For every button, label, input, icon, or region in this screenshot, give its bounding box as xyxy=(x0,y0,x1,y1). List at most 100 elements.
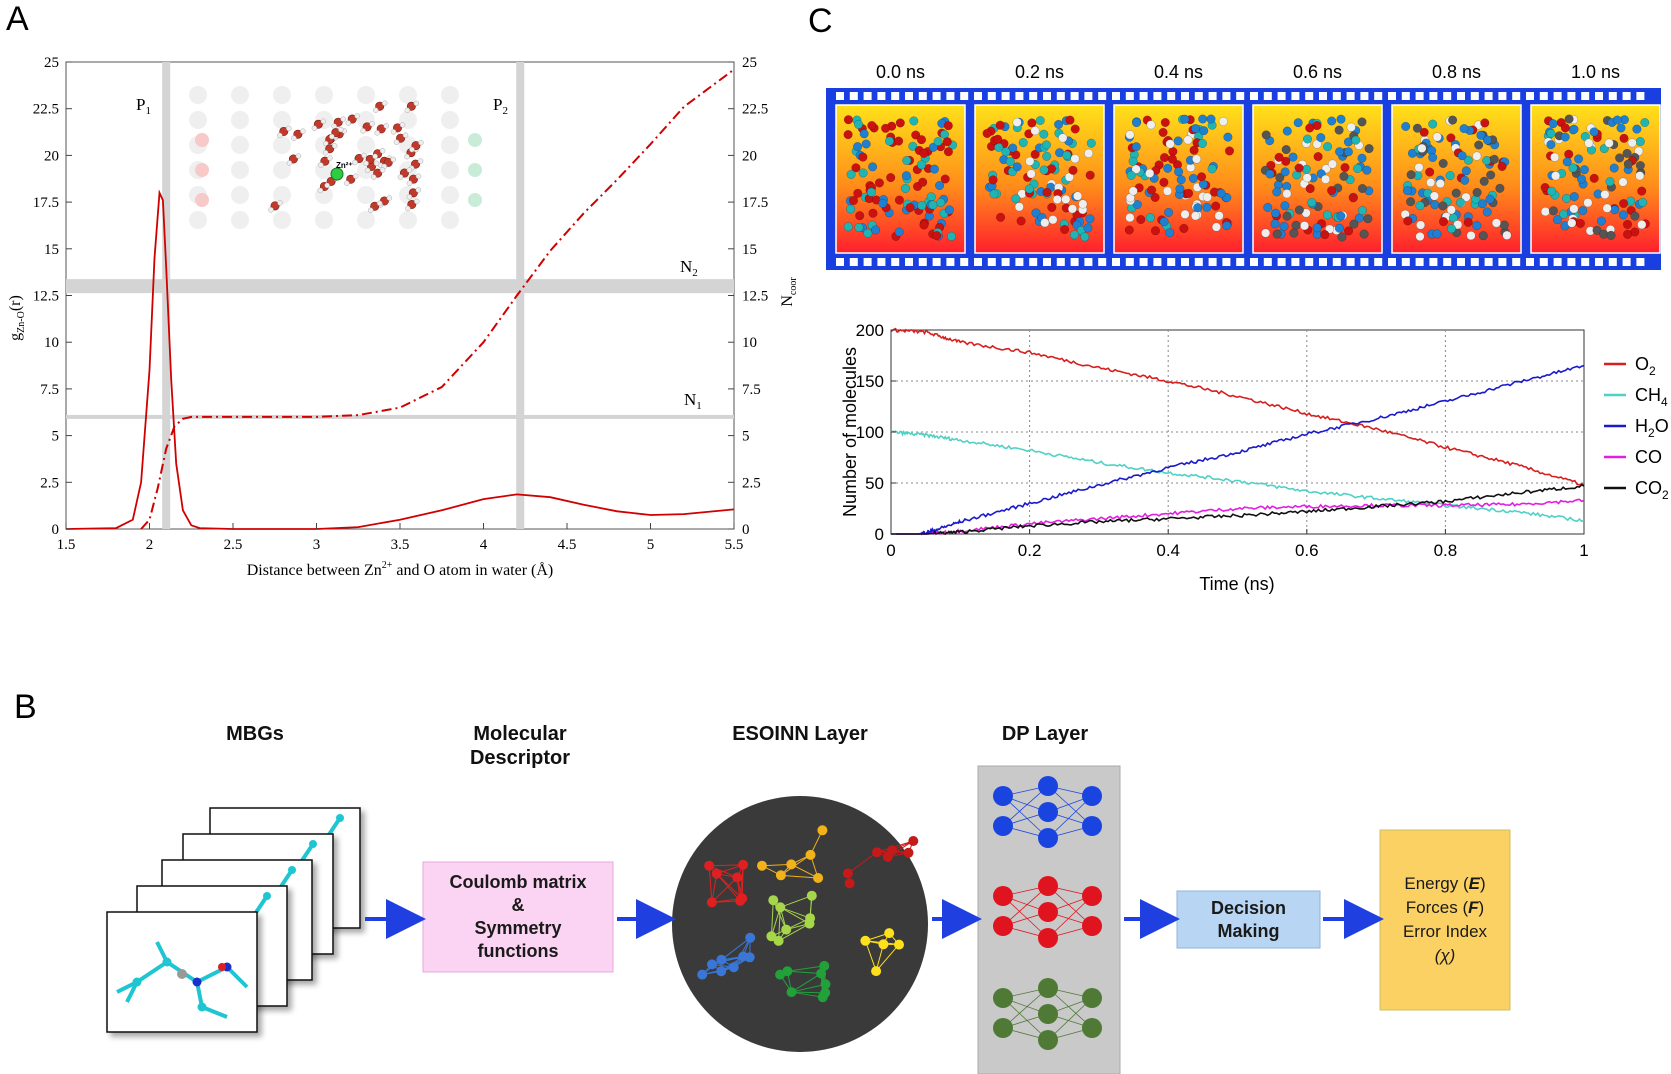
water-hydrogen xyxy=(354,113,360,119)
water-hydrogen xyxy=(418,139,424,146)
molecule-atom xyxy=(1313,152,1323,162)
molecule-atom xyxy=(1040,218,1050,228)
molecule-atom xyxy=(988,175,998,185)
molecule-atom xyxy=(1357,117,1367,127)
molecule-atom xyxy=(1476,130,1486,140)
inset-network-node xyxy=(189,86,207,104)
molecule-atom xyxy=(843,222,853,232)
ref-vertical-band-1 xyxy=(162,62,171,529)
molecule-atom xyxy=(1193,203,1203,213)
stage-label-dp: DP Layer xyxy=(1001,723,1089,745)
molecule-atom xyxy=(1282,211,1292,221)
molecule-atom xyxy=(1637,186,1647,196)
esoinn-edge xyxy=(772,899,787,930)
molecule-atom xyxy=(1589,127,1599,137)
molecule-atom xyxy=(993,134,1003,144)
molecule-atom xyxy=(919,148,929,158)
molecule-atom xyxy=(1159,217,1169,227)
molecule-atom xyxy=(1197,172,1207,182)
film-perforation xyxy=(1498,92,1507,100)
molecule-atom xyxy=(919,220,929,230)
molecule-atom xyxy=(1640,117,1650,128)
molecule-atom xyxy=(1334,223,1344,233)
water-hydrogen xyxy=(331,143,338,149)
molecule-atom xyxy=(1463,217,1473,227)
water-hydrogen xyxy=(382,100,388,106)
molecule-atom xyxy=(1327,116,1337,126)
film-perforation xyxy=(974,92,982,100)
chart-c-ylabel: Number of molecules xyxy=(840,347,860,517)
water-hydrogen xyxy=(409,146,415,153)
esoinn-node xyxy=(716,954,727,965)
molecule-atom xyxy=(1627,138,1637,148)
mbg-atom xyxy=(132,977,142,987)
dp-neuron xyxy=(1082,988,1102,1008)
molecule-atom xyxy=(846,204,856,214)
molecule-atom xyxy=(1618,210,1628,220)
molecule-atom xyxy=(858,152,868,162)
x-tick-label: 5.5 xyxy=(725,537,744,553)
molecule-atom xyxy=(1412,123,1422,133)
molecule-atom xyxy=(1289,228,1299,238)
esoinn-node xyxy=(819,960,830,971)
film-perforation xyxy=(932,258,941,266)
dp-neuron xyxy=(1038,876,1058,896)
water-hydrogen xyxy=(331,123,337,129)
legend-label-main: CH xyxy=(1635,385,1661,405)
water-hydrogen xyxy=(414,198,420,205)
molecule-atom xyxy=(1546,128,1556,139)
film-perforation xyxy=(905,92,913,100)
film-perforation xyxy=(1250,92,1258,100)
water-hydrogen xyxy=(360,128,366,134)
esoinn-node xyxy=(842,868,853,879)
frame-time-labels: 0.0 ns 0.2 ns 0.4 ns 0.6 ns 0.8 ns 1.0 ns xyxy=(876,62,1620,82)
esoinn-edge xyxy=(778,907,781,941)
water-hydrogen xyxy=(374,130,380,136)
film-perforation xyxy=(1125,258,1134,266)
molecule-atom xyxy=(1578,206,1588,216)
molecule-atom xyxy=(1616,123,1626,133)
molecule-atom xyxy=(846,169,856,179)
mbg-atom xyxy=(263,892,271,900)
molecule-atom xyxy=(1312,139,1322,149)
film-perforation xyxy=(1512,92,1521,100)
molecule-atom xyxy=(928,142,938,152)
water-hydrogen xyxy=(329,133,335,140)
molecule-atom xyxy=(1160,117,1170,128)
dp-neuron xyxy=(1038,828,1058,848)
molecule-atom xyxy=(1190,211,1201,221)
molecule-atom xyxy=(1164,207,1174,217)
molecule-atom xyxy=(1271,208,1281,218)
y-tick-label: 12.5 xyxy=(33,289,59,305)
film-perforation xyxy=(1222,258,1231,266)
molecule-atom xyxy=(1357,183,1367,194)
esoinn-node xyxy=(805,913,816,924)
water-hydrogen xyxy=(415,173,422,179)
molecule-atom xyxy=(1482,207,1492,217)
molecule-atom xyxy=(1406,170,1416,180)
molecule-atom xyxy=(1150,226,1161,236)
molecule-atom xyxy=(1316,133,1326,143)
molecule-atom xyxy=(863,228,873,238)
dp-neuron xyxy=(1038,928,1058,948)
esoinn-node xyxy=(786,859,797,870)
dp-edge xyxy=(1002,997,1049,1041)
molecule-atom xyxy=(1131,118,1142,128)
film-perforation xyxy=(987,92,996,100)
y2-tick-label: 22.5 xyxy=(742,102,768,118)
series-line-o2 xyxy=(890,327,1585,486)
inset-network-node xyxy=(357,136,375,154)
film-perforation xyxy=(1305,92,1314,100)
esoinn-edge xyxy=(787,970,822,974)
film-perforation xyxy=(1332,92,1341,100)
water-hydrogen xyxy=(413,100,420,107)
film-perforation xyxy=(1595,92,1603,100)
x-tick-label: 0.6 xyxy=(1295,541,1319,560)
decision-box xyxy=(1176,890,1321,949)
molecule-atom xyxy=(1540,207,1550,217)
molecule-atom xyxy=(1335,147,1345,157)
molecule-atom xyxy=(1472,151,1482,161)
inset-network-node xyxy=(357,86,375,104)
x-tick-label: 4.5 xyxy=(558,537,577,553)
molecule-atom xyxy=(1463,155,1473,165)
